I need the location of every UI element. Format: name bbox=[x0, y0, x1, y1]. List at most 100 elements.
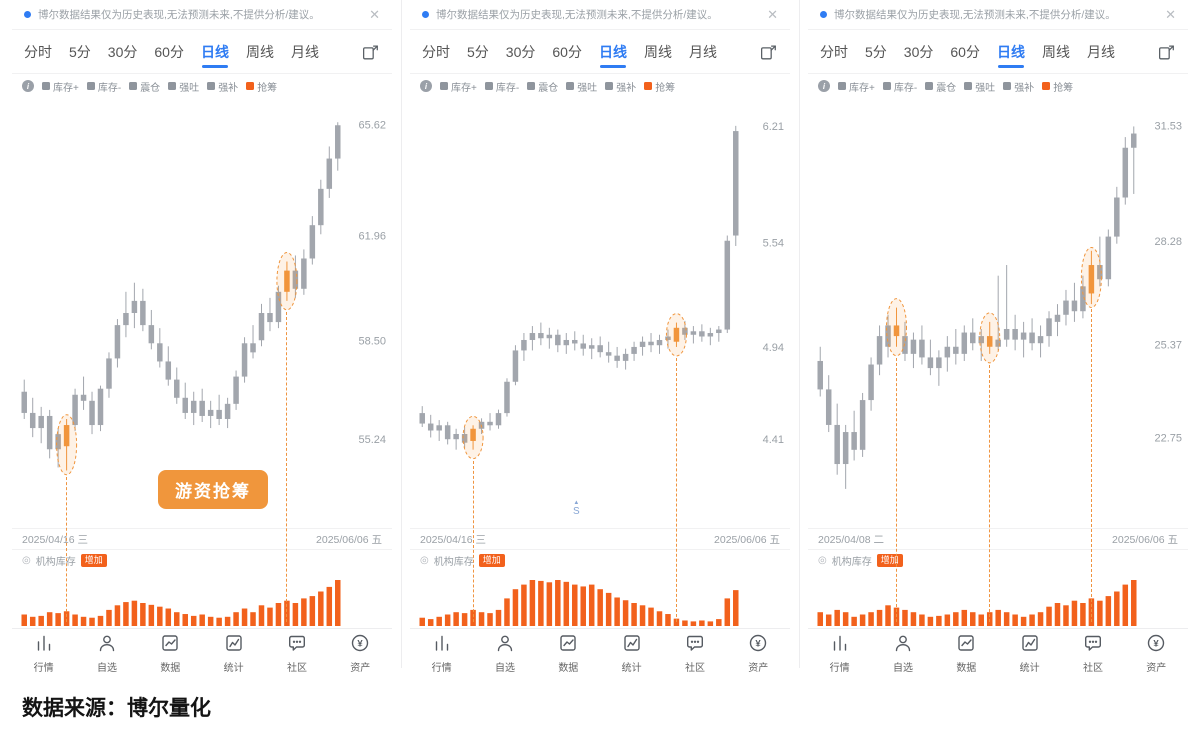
chat-bubble-icon bbox=[1082, 632, 1104, 657]
legend-swatch bbox=[527, 82, 536, 90]
info-icon[interactable]: i bbox=[22, 80, 34, 92]
volume-chart bbox=[419, 580, 739, 626]
tab-daily[interactable]: 日线 bbox=[997, 30, 1025, 73]
close-icon[interactable]: ✕ bbox=[1165, 6, 1176, 22]
tab-monthly[interactable]: 月线 bbox=[290, 43, 319, 60]
signal-marker: ▲ S bbox=[573, 500, 580, 517]
chat-bubble-icon bbox=[286, 632, 308, 657]
tab-5min[interactable]: 5分 bbox=[865, 43, 887, 60]
nav-item-watchlist[interactable]: 自选 bbox=[96, 632, 118, 674]
market-bars-icon bbox=[33, 632, 55, 657]
tab-weekly[interactable]: 周线 bbox=[1041, 43, 1070, 60]
nav-item-stats[interactable]: 统计 bbox=[1019, 632, 1041, 674]
legend-swatch bbox=[168, 82, 177, 90]
close-icon[interactable]: ✕ bbox=[767, 6, 778, 22]
data-chart-icon bbox=[159, 632, 181, 657]
nav-item-quotes[interactable]: 行情 bbox=[829, 632, 851, 674]
bottom-nav: 行情 自选 数据 统计 社区 ¥ 资产 bbox=[808, 628, 1188, 676]
legend-item-strong-sell: 强吐 bbox=[168, 79, 199, 94]
legend-item-grab-chips: 抢筹 bbox=[246, 79, 277, 94]
info-icon[interactable]: i bbox=[818, 80, 830, 92]
info-icon[interactable]: i bbox=[420, 80, 432, 92]
landscape-switch-icon[interactable] bbox=[360, 42, 380, 62]
nav-item-watchlist[interactable]: 自选 bbox=[494, 632, 516, 674]
nav-item-assets[interactable]: ¥ 资产 bbox=[349, 632, 371, 674]
nav-item-stats[interactable]: 统计 bbox=[223, 632, 245, 674]
tab-60min[interactable]: 60分 bbox=[950, 43, 980, 60]
landscape-switch-icon[interactable] bbox=[758, 42, 778, 62]
tab-30min[interactable]: 30分 bbox=[505, 43, 536, 60]
svg-text:25.37: 25.37 bbox=[1154, 339, 1182, 351]
svg-text:5.54: 5.54 bbox=[763, 237, 784, 249]
tab-30min[interactable]: 30分 bbox=[903, 43, 934, 60]
nav-item-data[interactable]: 数据 bbox=[159, 632, 181, 674]
tab-30min[interactable]: 30分 bbox=[107, 43, 138, 60]
legend-swatch bbox=[644, 82, 653, 90]
legend-swatch bbox=[86, 82, 95, 90]
nav-item-assets[interactable]: ¥ 资产 bbox=[1145, 632, 1167, 674]
tab-intraday[interactable]: 分时 bbox=[24, 43, 52, 60]
close-icon[interactable]: ✕ bbox=[369, 6, 380, 22]
panel-divider bbox=[798, 0, 800, 668]
panels-container: 博尔数据结果仅为历史表现,无法预测未来,不提供分析/建议。 ✕ 分时 5分 30… bbox=[12, 0, 1188, 676]
legend-item-inventory-minus: 库存- bbox=[86, 79, 121, 94]
yen-circle-icon: ¥ bbox=[349, 632, 371, 657]
nav-item-community[interactable]: 社区 bbox=[1082, 632, 1104, 674]
candlestick-chart[interactable]: 6.21 5.54 4.94 4.41 bbox=[410, 98, 790, 528]
bullet-dot-icon bbox=[422, 11, 429, 18]
bottom-nav: 行情 自选 数据 统计 社区 ¥ 资产 bbox=[410, 628, 790, 676]
legend-item-shakeout: 震仓 bbox=[925, 79, 956, 94]
tab-60min[interactable]: 60分 bbox=[552, 43, 582, 60]
legend-swatch bbox=[566, 82, 575, 90]
legend-swatch bbox=[42, 82, 50, 90]
svg-text:4.41: 4.41 bbox=[763, 434, 784, 446]
nav-item-quotes[interactable]: 行情 bbox=[33, 632, 55, 674]
tab-5min[interactable]: 5分 bbox=[467, 43, 489, 60]
legend-item-shakeout: 震仓 bbox=[129, 79, 160, 94]
legend-item-strong-sell: 强吐 bbox=[964, 79, 995, 94]
date-axis: 2025/04/08 二 2025/06/06 五 bbox=[808, 528, 1188, 550]
data-source-text: 数据来源：博尔量化 bbox=[22, 697, 211, 720]
stock-panel-3: 博尔数据结果仅为历史表现,无法预测未来,不提供分析/建议。 ✕ 分时 5分 30… bbox=[808, 0, 1188, 676]
indicator-icon: ◎ bbox=[818, 554, 827, 566]
tab-weekly[interactable]: 周线 bbox=[245, 43, 274, 60]
disclaimer-bar: 博尔数据结果仅为历史表现,无法预测未来,不提供分析/建议。 ✕ bbox=[808, 0, 1188, 30]
landscape-switch-icon[interactable] bbox=[1156, 42, 1176, 62]
tab-daily[interactable]: 日线 bbox=[599, 30, 627, 73]
yen-circle-icon: ¥ bbox=[747, 632, 769, 657]
legend-swatch bbox=[882, 82, 891, 90]
svg-text:22.75: 22.75 bbox=[1154, 432, 1182, 444]
person-icon bbox=[892, 632, 914, 657]
tab-monthly[interactable]: 月线 bbox=[1086, 43, 1115, 60]
legend-item-strong-cover: 强补 bbox=[1003, 79, 1034, 94]
candlestick-chart[interactable]: 65.62 61.96 58.50 55.24 bbox=[12, 98, 392, 528]
tab-monthly[interactable]: 月线 bbox=[688, 43, 717, 60]
date-start: 2025/04/08 二 bbox=[818, 533, 884, 546]
stock-panel-1: 博尔数据结果仅为历史表现,无法预测未来,不提供分析/建议。 ✕ 分时 5分 30… bbox=[12, 0, 392, 676]
nav-item-watchlist[interactable]: 自选 bbox=[892, 632, 914, 674]
nav-item-data[interactable]: 数据 bbox=[557, 632, 579, 674]
timeframe-tabs: 分时 5分 30分 60分 日线 周线 月线 bbox=[410, 30, 790, 74]
tab-weekly[interactable]: 周线 bbox=[643, 43, 672, 60]
candlestick-chart[interactable]: 31.53 28.28 25.37 22.75 bbox=[808, 98, 1188, 528]
nav-item-assets[interactable]: ¥ 资产 bbox=[747, 632, 769, 674]
date-axis: 2025/04/16 三 2025/06/06 五 bbox=[410, 528, 790, 550]
data-chart-icon bbox=[955, 632, 977, 657]
legend-bar: i 库存+ 库存- 震仓 强吐 强补 抢筹 bbox=[808, 74, 1188, 98]
tab-intraday[interactable]: 分时 bbox=[820, 43, 848, 60]
tab-60min[interactable]: 60分 bbox=[154, 43, 184, 60]
nav-item-data[interactable]: 数据 bbox=[955, 632, 977, 674]
subchart-label: 机构库存 bbox=[35, 556, 76, 568]
legend-item-inventory-minus: 库存- bbox=[882, 79, 917, 94]
tab-intraday[interactable]: 分时 bbox=[422, 43, 450, 60]
nav-item-community[interactable]: 社区 bbox=[684, 632, 706, 674]
subchart-header: ◎ 机构库存 增加 bbox=[12, 550, 392, 570]
nav-item-stats[interactable]: 统计 bbox=[621, 632, 643, 674]
tab-5min[interactable]: 5分 bbox=[69, 43, 91, 60]
legend-bar: i 库存+ 库存- 震仓 强吐 强补 抢筹 bbox=[12, 74, 392, 98]
disclaimer-bar: 博尔数据结果仅为历史表现,无法预测未来,不提供分析/建议。 ✕ bbox=[410, 0, 790, 30]
indicator-icon: ◎ bbox=[420, 554, 429, 566]
tab-daily[interactable]: 日线 bbox=[201, 30, 229, 73]
nav-item-quotes[interactable]: 行情 bbox=[431, 632, 453, 674]
nav-item-community[interactable]: 社区 bbox=[286, 632, 308, 674]
